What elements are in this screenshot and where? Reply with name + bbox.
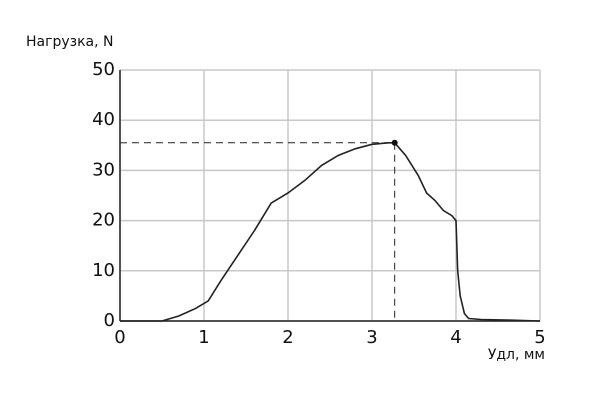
x-tick-label: 4 [450, 327, 461, 348]
y-axis-label: Нагрузка, N [26, 34, 114, 50]
highlight-point [391, 139, 398, 146]
y-tick-label: 30 [92, 159, 115, 180]
x-tick-label: 2 [282, 327, 293, 348]
y-tick-label: 50 [92, 59, 115, 80]
x-tick-label: 1 [198, 327, 209, 348]
y-tick-label: 40 [92, 109, 115, 130]
y-tick-label: 10 [92, 260, 115, 281]
x-tick-label: 5 [534, 327, 545, 348]
x-tick-label: 3 [366, 327, 377, 348]
y-tick-label: 0 [104, 310, 115, 331]
x-tick-label: 0 [114, 327, 125, 348]
y-tick-label: 20 [92, 210, 115, 231]
x-axis-label: Удл, мм [488, 347, 545, 363]
data-line [120, 141, 541, 322]
